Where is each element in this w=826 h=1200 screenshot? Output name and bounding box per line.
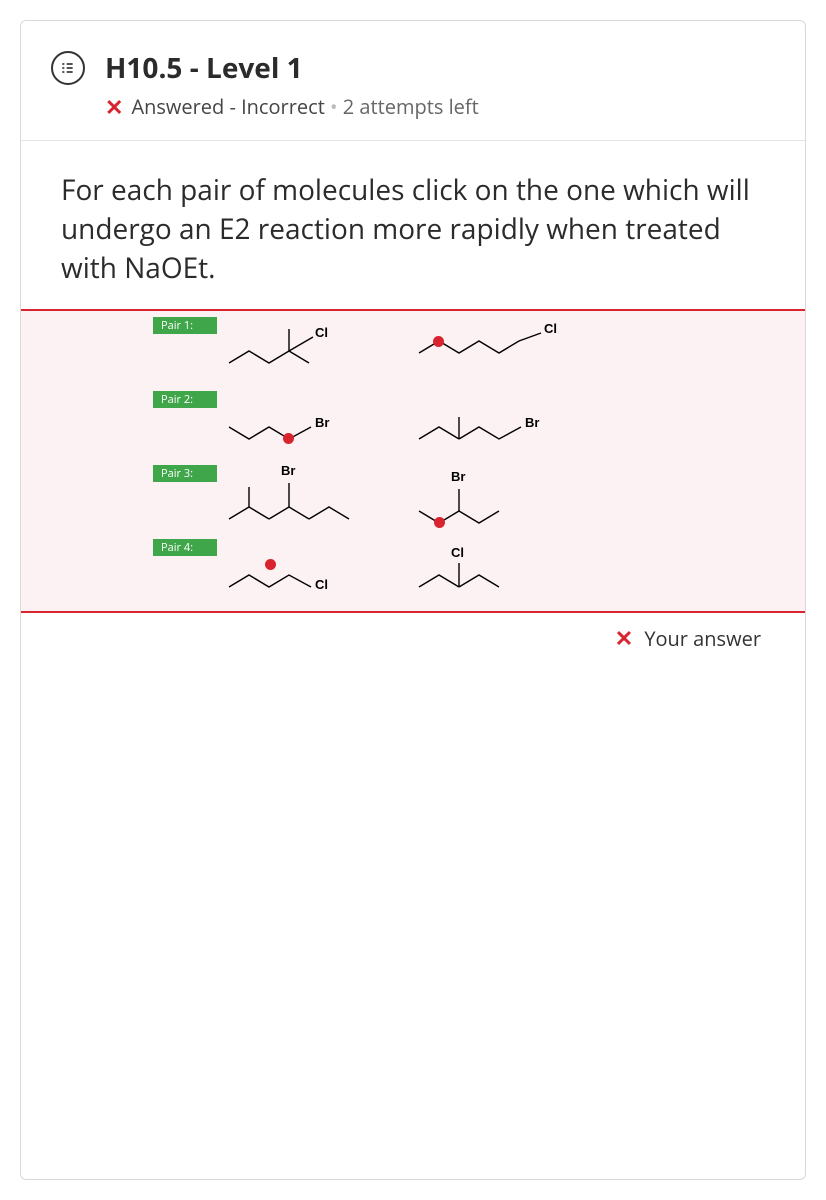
molecule-left[interactable]: Cl <box>221 315 371 389</box>
x-icon: ✕ <box>105 96 123 118</box>
molecule-right[interactable]: Cl <box>411 537 551 611</box>
atom-label: Cl <box>544 321 557 336</box>
molecule-left[interactable]: Br <box>221 463 381 537</box>
question-card: H10.5 - Level 1 ✕ Answered - Incorrect •… <box>20 20 806 1180</box>
molecule-right[interactable]: Br <box>411 389 581 463</box>
pairs-area: Pair 1: Cl <box>153 311 673 611</box>
selection-marker <box>434 517 445 528</box>
question-header: H10.5 - Level 1 ✕ Answered - Incorrect •… <box>21 21 805 141</box>
answer-region: Pair 1: Cl <box>21 309 805 613</box>
atom-label: Cl <box>315 325 328 340</box>
question-text: For each pair of molecules click on the … <box>21 141 805 309</box>
molecule-left[interactable]: Br <box>221 389 371 463</box>
title-block: H10.5 - Level 1 ✕ Answered - Incorrect •… <box>105 49 479 120</box>
pair-label: Pair 3: <box>153 465 217 482</box>
pair-row: Pair 2: Br <box>153 389 673 463</box>
molecule-right[interactable]: Br <box>411 463 551 537</box>
x-icon: ✕ <box>615 623 633 653</box>
status-line: ✕ Answered - Incorrect • 2 attempts left <box>105 93 479 120</box>
pair-label: Pair 4: <box>153 539 217 556</box>
selection-marker <box>433 336 444 347</box>
status-answered: Answered - Incorrect • 2 attempts left <box>131 93 478 120</box>
atom-label: Cl <box>451 545 464 560</box>
pair-label: Pair 2: <box>153 391 217 408</box>
molecule-right[interactable]: Cl <box>411 315 581 389</box>
selection-marker <box>283 433 294 444</box>
atom-label: Cl <box>315 577 328 592</box>
atom-label: Br <box>451 469 465 484</box>
atom-label: Br <box>315 415 329 430</box>
atom-label: Br <box>281 463 295 478</box>
atom-label: Br <box>525 415 539 430</box>
your-answer-label: ✕ Your answer <box>21 613 805 652</box>
pair-label: Pair 1: <box>153 317 217 334</box>
molecule-left[interactable]: Cl <box>221 537 371 611</box>
selection-marker <box>265 559 276 570</box>
question-title: H10.5 - Level 1 <box>105 49 479 87</box>
pair-row: Pair 4: Cl <box>153 537 673 603</box>
list-icon[interactable] <box>51 51 85 85</box>
pair-row: Pair 1: Cl <box>153 315 673 389</box>
pair-row: Pair 3: Br <box>153 463 673 537</box>
